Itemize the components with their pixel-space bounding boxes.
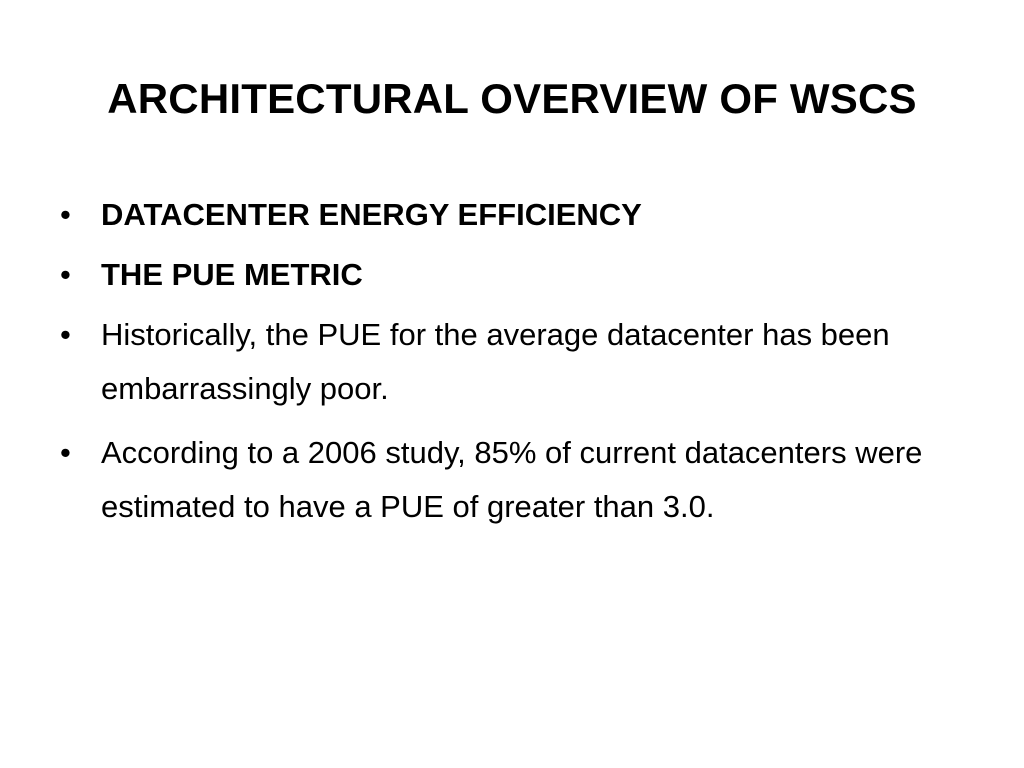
bullet-list: • DATACENTER ENERGY EFFICIENCY • THE PUE… — [60, 188, 960, 544]
bullet-icon: • — [60, 257, 71, 292]
bullet-item: • DATACENTER ENERGY EFFICIENCY — [60, 188, 960, 242]
bullet-item: • According to a 2006 study, 85% of curr… — [60, 426, 960, 534]
bullet-item: • THE PUE METRIC — [60, 248, 960, 302]
bullet-text: Historically, the PUE for the average da… — [101, 317, 890, 406]
bullet-text: DATACENTER ENERGY EFFICIENCY — [101, 197, 642, 232]
bullet-icon: • — [60, 435, 71, 470]
bullet-text: THE PUE METRIC — [101, 257, 363, 292]
bullet-text: According to a 2006 study, 85% of curren… — [101, 435, 923, 524]
bullet-icon: • — [60, 197, 71, 232]
bullet-icon: • — [60, 317, 71, 352]
slide-title: ARCHITECTURAL OVERVIEW OF WSCS — [107, 75, 917, 122]
bullet-item: • Historically, the PUE for the average … — [60, 308, 960, 416]
